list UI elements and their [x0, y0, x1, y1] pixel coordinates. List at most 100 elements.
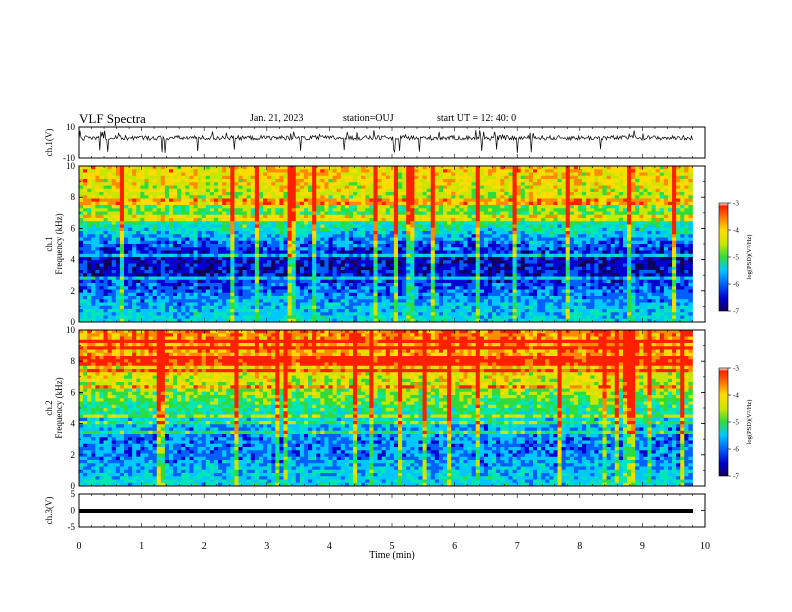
spectrogram-cell — [299, 244, 305, 248]
spectrogram-cell — [459, 260, 464, 264]
spectrogram-cell — [471, 266, 477, 271]
spectrogram-cell — [447, 185, 452, 190]
spectrogram-cell — [279, 270, 284, 274]
spectrogram-cell — [287, 234, 293, 238]
spectrogram-cell — [561, 166, 567, 170]
spectrogram-cell — [549, 218, 554, 222]
spectrogram-cell — [443, 201, 448, 206]
spectrogram-cell — [635, 250, 640, 255]
spectrogram-cell — [291, 231, 297, 235]
spectrogram-cell — [230, 257, 235, 261]
spectrogram-cell — [103, 205, 109, 209]
spectrogram-cell — [361, 211, 366, 216]
spectrogram-cell — [647, 192, 652, 196]
spectrogram-cell — [643, 208, 648, 212]
spectrogram-cell — [234, 175, 239, 180]
spectrogram-cell — [406, 234, 411, 238]
spectrogram-cell — [332, 175, 338, 180]
spectrogram-cell — [287, 218, 293, 222]
spectrogram-cell — [242, 234, 248, 238]
spectrogram-cell — [246, 240, 252, 245]
spectrogram-cell — [373, 247, 378, 251]
spectrogram-cell — [459, 169, 464, 173]
spectrogram-cell — [618, 192, 624, 196]
spectrogram-cell — [181, 247, 186, 251]
spectrogram-cell — [209, 263, 215, 268]
spectrogram-cell — [267, 260, 272, 264]
spectrogram-cell — [561, 224, 567, 229]
spectrogram-cell — [332, 198, 338, 203]
spectrogram-cell — [524, 247, 530, 251]
spectrogram-cell — [226, 247, 231, 251]
spectrogram-cell — [663, 234, 669, 238]
spectrogram-cell — [234, 257, 239, 261]
spectrogram-cell — [365, 175, 370, 180]
spectrogram-cell — [471, 175, 477, 180]
spectrogram-cell — [398, 224, 403, 229]
spectrogram-cell — [541, 257, 546, 261]
spectrogram-cell — [201, 237, 207, 242]
spectrogram-cell — [385, 227, 391, 232]
spectrogram-cell — [107, 244, 113, 248]
spectrogram-cell — [500, 260, 505, 264]
spectrogram-cell — [205, 234, 211, 238]
spectrogram-cell — [83, 195, 88, 199]
spectrogram-cell — [332, 253, 338, 258]
spectrogram-cell — [160, 273, 166, 277]
spectrogram-cell — [291, 253, 297, 258]
spectrogram-cell — [479, 195, 485, 199]
spectrogram-cell — [582, 188, 587, 193]
spectrogram-cell — [516, 221, 522, 225]
spectrogram-cell — [160, 237, 166, 242]
spectrogram-cell — [447, 169, 452, 173]
spectrogram-cell — [295, 188, 301, 193]
spectrogram-cell — [573, 253, 579, 258]
spectrogram-cell — [549, 166, 554, 170]
spectrogram-cell — [618, 234, 624, 238]
spectrogram-cell — [545, 253, 550, 258]
spectrogram-cell — [340, 198, 346, 203]
spectrogram-cell — [598, 234, 603, 238]
spectrogram-cell — [107, 166, 113, 170]
spectrogram-cell — [226, 227, 231, 232]
spectrogram-cell — [672, 234, 677, 238]
spectrogram-cell — [91, 237, 96, 242]
spectrogram-cell — [541, 237, 546, 242]
spectrogram-cell — [537, 198, 542, 203]
spectrogram-cell — [299, 270, 305, 274]
spectrogram-cell — [663, 169, 669, 173]
spectrogram-cell — [651, 270, 657, 274]
spectrogram-cell — [549, 257, 554, 261]
spectrogram-cell — [160, 208, 166, 212]
spectrogram-cell — [606, 257, 612, 261]
spectrogram-cell — [676, 205, 681, 209]
spectrogram-cell — [508, 244, 513, 248]
spectrogram-cell — [258, 166, 264, 170]
spectrogram-cell — [119, 224, 125, 229]
spectrogram-cell — [541, 205, 546, 209]
spectrogram-cell — [254, 172, 260, 177]
spectrogram-cell — [369, 250, 374, 255]
spectrogram-cell — [291, 182, 297, 186]
spectrogram-cell — [569, 172, 575, 177]
spectrogram-cell — [398, 257, 403, 261]
spectrogram-cell — [463, 166, 468, 170]
spectrogram-cell — [565, 169, 571, 173]
spectrogram-cell — [553, 247, 558, 251]
spectrogram-cell — [557, 179, 562, 183]
spectrogram-cell — [586, 172, 591, 177]
spectrogram-cell — [496, 188, 501, 193]
spectrogram-cell — [148, 244, 154, 248]
spectrogram-cell — [565, 205, 571, 209]
spectrogram-cell — [520, 214, 526, 219]
spectrogram-cell — [594, 198, 599, 203]
spectrogram-cell — [226, 250, 231, 255]
spectrogram-cell — [602, 195, 607, 199]
spectrogram-cell — [332, 237, 338, 242]
spectrogram-cell — [537, 231, 542, 235]
spectrogram-cell — [263, 240, 268, 245]
spectrogram-cell — [254, 195, 260, 199]
spectrogram-cell — [152, 244, 158, 248]
spectrogram-cell — [197, 172, 203, 177]
spectrogram-cell — [369, 179, 374, 183]
